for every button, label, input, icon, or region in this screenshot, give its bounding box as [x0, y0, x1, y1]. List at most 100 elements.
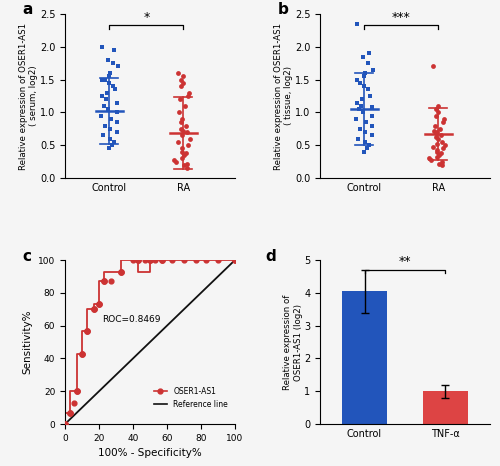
Point [110, 60, 118, 67]
Point [192, 256, 200, 264]
Point [146, 256, 154, 264]
Point [360, 148, 368, 156]
Point [112, 99, 120, 106]
Point [178, 115, 186, 123]
Point [364, 145, 372, 152]
Point [129, 256, 137, 264]
Y-axis label: Relative expression of OSER1-AS1
( serum, log2): Relative expression of OSER1-AS1 ( serum… [19, 22, 38, 170]
Point [356, 105, 364, 113]
Point [180, 102, 188, 110]
Point [178, 148, 186, 156]
Point [117, 268, 125, 275]
Bar [423, 391, 468, 424]
Point [100, 278, 108, 285]
Point [352, 115, 360, 123]
Point [106, 79, 114, 87]
Point [231, 256, 239, 264]
Point [366, 49, 374, 57]
Point [107, 115, 115, 123]
Point [178, 127, 186, 135]
Point [95, 301, 103, 308]
Point [158, 256, 166, 264]
Point [429, 63, 437, 70]
Point [113, 109, 121, 116]
Point [432, 112, 440, 119]
Bar [342, 291, 387, 424]
Point [442, 142, 450, 149]
Point [360, 73, 368, 80]
Point [110, 138, 118, 146]
Point [360, 82, 368, 90]
Point [231, 256, 239, 264]
Point [101, 76, 109, 83]
Point [436, 125, 444, 132]
X-axis label: 100% - Specificity%: 100% - Specificity% [98, 448, 202, 459]
Point [98, 92, 106, 100]
Point [180, 151, 188, 159]
Point [106, 69, 114, 77]
Point [433, 147, 441, 154]
Point [368, 122, 376, 129]
Text: *: * [143, 11, 150, 24]
Point [70, 399, 78, 406]
Point [433, 148, 441, 156]
Point [90, 306, 98, 313]
Text: ***: *** [392, 11, 410, 24]
Point [177, 125, 185, 132]
Point [104, 105, 112, 113]
Point [177, 76, 185, 83]
Point [369, 66, 377, 74]
Point [438, 161, 446, 169]
Point [184, 142, 192, 149]
Point [182, 149, 190, 157]
Text: c: c [22, 248, 32, 264]
Point [78, 350, 86, 357]
Point [432, 134, 440, 141]
Point [83, 327, 91, 334]
Point [366, 92, 374, 100]
Point [170, 156, 178, 164]
Point [361, 69, 369, 77]
Point [432, 140, 440, 148]
Point [360, 109, 368, 116]
Point [432, 130, 440, 137]
Point [108, 142, 116, 149]
Text: b: b [278, 2, 288, 18]
Point [427, 156, 435, 164]
Point [434, 128, 442, 136]
Point [362, 118, 370, 126]
Point [214, 256, 222, 264]
Point [352, 99, 360, 106]
Point [105, 145, 113, 152]
Y-axis label: Relative expression of OSER1-AS1
( tissue, log2): Relative expression of OSER1-AS1 ( tissu… [274, 22, 293, 170]
Point [66, 409, 74, 416]
Point [100, 122, 108, 129]
Point [428, 143, 436, 150]
Point [356, 79, 364, 87]
Y-axis label: Relative expression of
OSER1-AS1 (log2): Relative expression of OSER1-AS1 (log2) [283, 295, 302, 390]
Point [180, 256, 188, 264]
Point [353, 20, 361, 27]
Point [438, 158, 446, 165]
Point [176, 109, 184, 116]
Point [437, 131, 445, 139]
Point [180, 161, 188, 169]
Point [106, 135, 114, 143]
Point [202, 256, 210, 264]
Point [134, 256, 142, 264]
Point [356, 125, 364, 132]
Text: **: ** [399, 255, 411, 268]
Point [368, 131, 376, 139]
Point [102, 96, 110, 103]
Point [434, 135, 442, 143]
Point [66, 409, 74, 416]
Point [146, 256, 154, 264]
Point [438, 138, 446, 146]
Point [179, 73, 187, 80]
Point [433, 153, 441, 161]
Point [110, 86, 118, 93]
Point [158, 256, 166, 264]
Y-axis label: Sensitivity%: Sensitivity% [22, 310, 32, 374]
Point [178, 155, 186, 162]
Point [168, 256, 176, 264]
